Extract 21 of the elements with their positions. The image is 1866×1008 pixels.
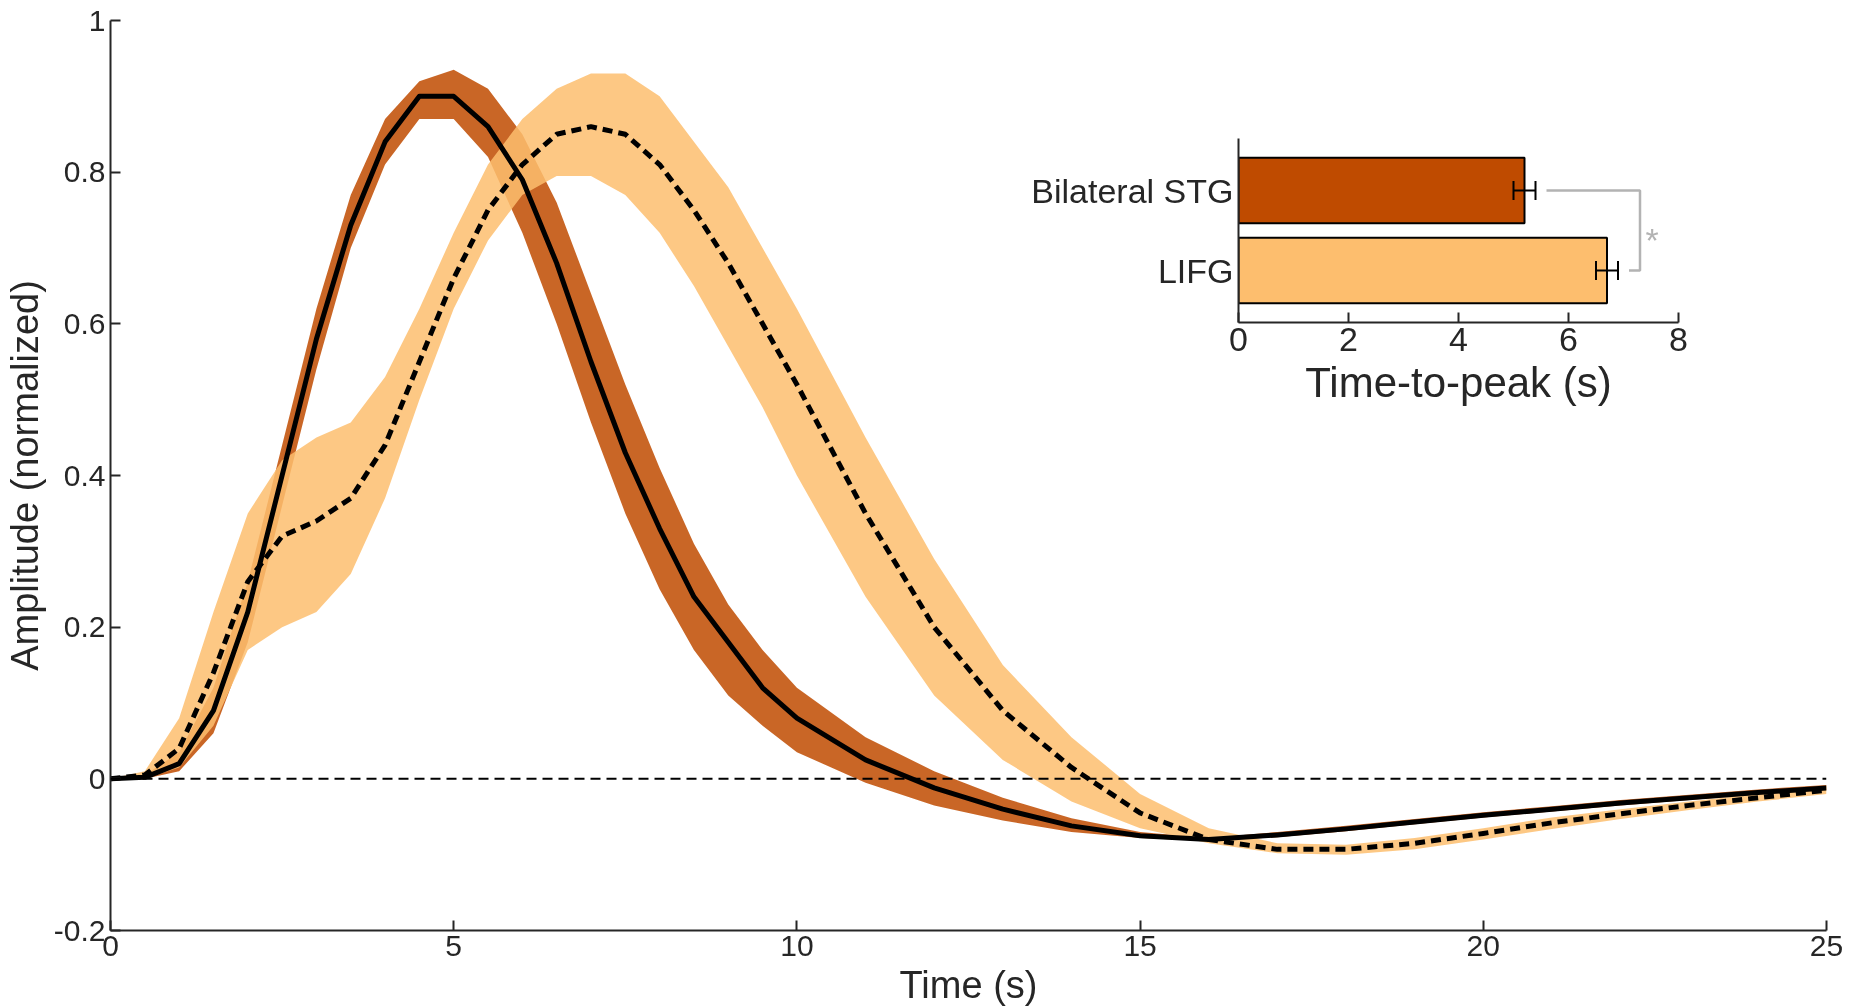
- y-tick-label: 0.8: [63, 155, 106, 189]
- x-tick-label: 20: [1466, 928, 1500, 962]
- x-axis-title: Time-to-peak (s): [1305, 358, 1612, 406]
- y-tick-label: 0.2: [63, 610, 106, 644]
- x-tick-label: 4: [1449, 319, 1468, 358]
- x-axis-title: Time (s): [899, 963, 1038, 1006]
- y-axis-title: Amplitude (normalized): [3, 280, 46, 671]
- y-tick-label: 1: [88, 3, 106, 37]
- x-tick-label: 5: [445, 928, 463, 962]
- x-tick-label: 8: [1669, 319, 1688, 358]
- y-tick-label: Bilateral STG: [1031, 171, 1234, 210]
- x-tick-label: 6: [1559, 319, 1578, 358]
- x-tick-label: 15: [1123, 928, 1157, 962]
- y-tick-label: 0.4: [63, 458, 106, 492]
- y-tick-label: LIFG: [1157, 251, 1234, 290]
- x-tick-label: 2: [1339, 319, 1358, 358]
- x-tick-label: 10: [780, 928, 814, 962]
- y-tick-label: 0.6: [63, 306, 106, 340]
- annotation: *: [1645, 220, 1659, 259]
- y-tick-label: 0: [88, 761, 106, 795]
- x-tick-label: 25: [1809, 928, 1844, 962]
